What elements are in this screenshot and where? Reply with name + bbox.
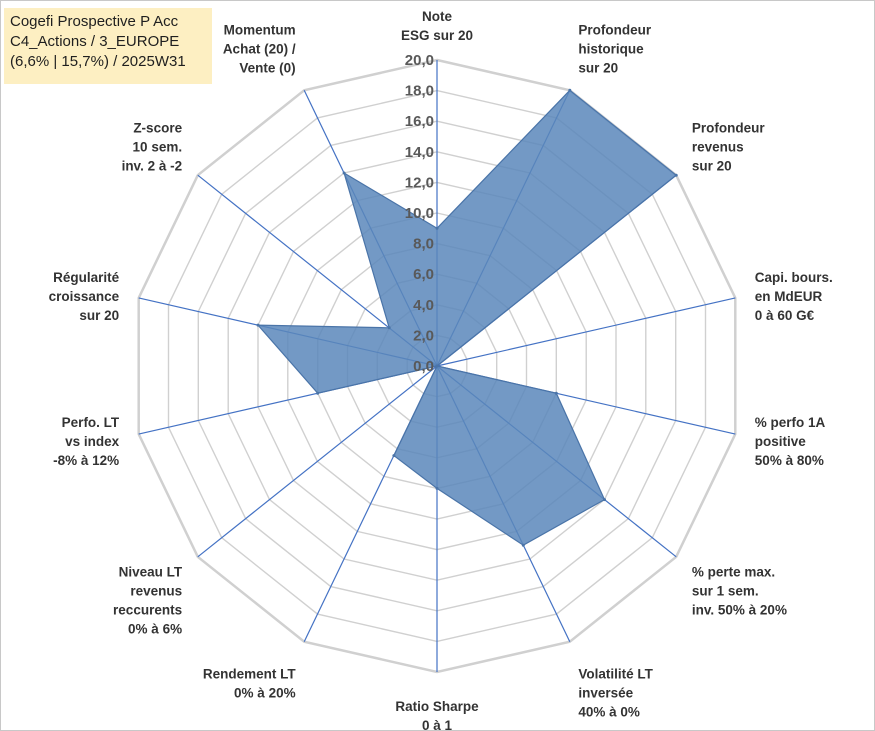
axis-label-12: Z-score 10 sem. inv. 2 à -2	[122, 121, 183, 174]
axis-label-3: Capi. bours. en MdEUR 0 à 60 G€	[755, 270, 833, 323]
tick-label-10: 20,0	[405, 52, 434, 69]
data-point-9	[435, 364, 439, 368]
axis-label-8: Rendement LT 0% à 20%	[203, 667, 297, 701]
tick-label-8: 16,0	[405, 113, 434, 130]
data-point-12	[387, 326, 391, 330]
tick-label-2: 4,0	[413, 297, 434, 314]
axis-label-4: % perfo 1A positive 50% à 80%	[755, 415, 826, 468]
tick-label-6: 12,0	[405, 174, 434, 191]
tick-label-9: 18,0	[405, 83, 434, 100]
tick-label-0: 0,0	[413, 358, 434, 375]
spoke-9	[197, 365, 438, 558]
axis-label-10: Perfo. LT vs index -8% à 12%	[53, 415, 120, 468]
axis-label-1: Profondeur historique sur 20	[578, 22, 651, 75]
axis-label-6: Volatilité LT inversée 40% à 0%	[578, 667, 653, 720]
data-point-2	[674, 173, 678, 177]
chart-title-box: Cogefi Prospective P Acc C4_Actions / 3_…	[4, 8, 212, 84]
title-line-category: C4_Actions / 3_EUROPE	[10, 33, 180, 50]
axis-label-7: Ratio Sharpe 0 à 1	[395, 699, 479, 731]
axis-label-0: Note ESG sur 20	[401, 9, 473, 43]
title-line-stats: (6,6% | 15,7%) / 2025W31	[10, 53, 186, 70]
axis-label-13: Momentum Achat (20) / Vente (0)	[223, 22, 296, 75]
axis-label-9: Niveau LT revenus reccurents 0% à 6%	[113, 564, 183, 636]
data-point-1	[568, 88, 572, 92]
data-point-4	[554, 391, 558, 395]
data-point-13	[342, 171, 346, 175]
tick-label-5: 10,0	[405, 205, 434, 222]
title-line-fund: Cogefi Prospective P Acc	[10, 13, 179, 30]
tick-label-3: 6,0	[413, 266, 434, 283]
data-point-10	[316, 391, 320, 395]
tick-label-1: 2,0	[413, 327, 434, 344]
axis-label-5: % perte max. sur 1 sem. inv. 50% à 20%	[692, 564, 787, 617]
axis-label-11: Régularité croissance sur 20	[49, 270, 120, 323]
data-point-0	[435, 226, 439, 230]
data-point-8	[392, 454, 396, 458]
data-point-6	[521, 543, 525, 547]
spoke-3	[436, 297, 736, 367]
data-point-7	[435, 486, 439, 490]
data-point-5	[603, 498, 606, 502]
tick-label-7: 14,0	[405, 144, 434, 161]
axis-label-2: Profondeur revenus sur 20	[692, 121, 765, 174]
data-point-11	[256, 323, 260, 327]
tick-label-4: 8,0	[413, 236, 434, 253]
